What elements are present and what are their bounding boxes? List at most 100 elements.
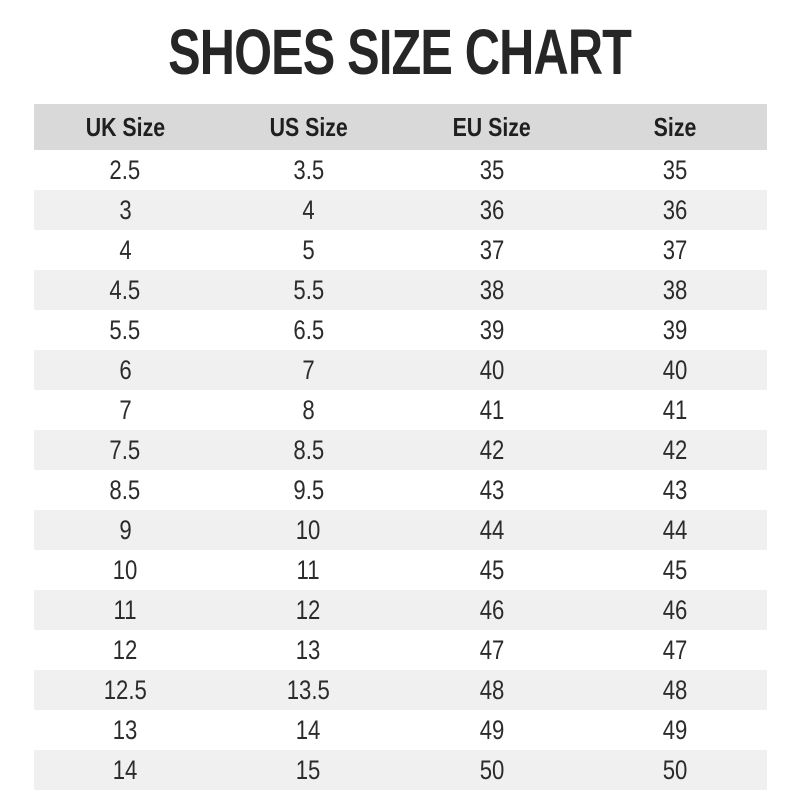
cell-size: 46 [583, 590, 766, 630]
cell-size: 43 [583, 470, 766, 510]
cell-size: 37 [583, 230, 766, 270]
cell-value: 39 [662, 314, 688, 345]
cell-value: 5.5 [109, 314, 141, 345]
header-label-us-size: US Size [269, 111, 348, 142]
cell-uk-size: 9 [34, 510, 217, 550]
cell-value: 4 [118, 234, 132, 265]
cell-uk-size: 2.5 [34, 150, 217, 190]
cell-uk-size: 13 [34, 710, 217, 750]
cell-value: 2.5 [109, 154, 141, 185]
cell-value: 8.5 [109, 474, 141, 505]
table-row: 2.5 3.5 35 35 [33, 150, 767, 190]
cell-size: 39 [583, 310, 766, 350]
cell-us-size: 5 [217, 230, 400, 270]
table-row: 12.5 13.5 48 48 [33, 670, 767, 710]
page-title: SHOES SIZE CHART [168, 16, 633, 88]
table-body: 2.5 3.5 35 35 3 4 36 36 4 5 37 37 4.5 5.5 38 38 5.5 6.5 39… [33, 150, 767, 790]
cell-us-size: 8 [217, 390, 400, 430]
cell-value: 13.5 [286, 674, 330, 705]
cell-value: 50 [479, 754, 504, 785]
cell-size: 44 [583, 510, 766, 550]
cell-value: 45 [479, 554, 504, 585]
cell-value: 46 [662, 594, 688, 625]
table-row: 5.5 6.5 39 39 [33, 310, 767, 350]
cell-value: 6 [118, 354, 132, 385]
table-header-row: UK Size US Size EU Size Size [33, 104, 767, 150]
cell-eu-size: 42 [400, 430, 583, 470]
cell-eu-size: 50 [400, 750, 583, 790]
cell-size: 47 [583, 630, 766, 670]
cell-eu-size: 35 [400, 150, 583, 190]
header-cell-eu-size: EU Size [400, 104, 583, 150]
cell-eu-size: 48 [400, 670, 583, 710]
cell-value: 36 [662, 194, 688, 225]
cell-size: 40 [583, 350, 766, 390]
cell-uk-size: 12.5 [34, 670, 217, 710]
cell-size: 48 [583, 670, 766, 710]
cell-eu-size: 40 [400, 350, 583, 390]
cell-value: 14 [112, 754, 138, 785]
cell-value: 47 [662, 634, 688, 665]
cell-uk-size: 4.5 [34, 270, 217, 310]
table-row: 12 13 47 47 [33, 630, 767, 670]
cell-value: 8 [302, 394, 315, 425]
cell-uk-size: 7.5 [34, 430, 217, 470]
table-row: 4 5 37 37 [33, 230, 767, 270]
cell-uk-size: 5.5 [34, 310, 217, 350]
cell-value: 38 [479, 274, 504, 305]
cell-eu-size: 39 [400, 310, 583, 350]
cell-size: 49 [583, 710, 766, 750]
cell-value: 12.5 [103, 674, 147, 705]
table-row: 7 8 41 41 [33, 390, 767, 430]
table-row: 11 12 46 46 [33, 590, 767, 630]
cell-value: 9 [118, 514, 132, 545]
cell-value: 36 [479, 194, 504, 225]
cell-value: 38 [662, 274, 688, 305]
cell-value: 43 [479, 474, 504, 505]
cell-us-size: 3.5 [217, 150, 400, 190]
cell-value: 50 [662, 754, 688, 785]
cell-value: 45 [662, 554, 688, 585]
header-label-size: Size [653, 111, 697, 142]
cell-value: 48 [479, 674, 504, 705]
cell-value: 13 [296, 634, 321, 665]
cell-value: 15 [296, 754, 321, 785]
cell-eu-size: 47 [400, 630, 583, 670]
table-row: 4.5 5.5 38 38 [33, 270, 767, 310]
cell-uk-size: 6 [34, 350, 217, 390]
cell-value: 40 [662, 354, 688, 385]
cell-value: 3.5 [292, 154, 324, 185]
cell-value: 3 [118, 194, 132, 225]
cell-value: 44 [479, 514, 504, 545]
cell-eu-size: 41 [400, 390, 583, 430]
cell-value: 41 [479, 394, 504, 425]
cell-value: 39 [479, 314, 504, 345]
table-header: UK Size US Size EU Size Size [33, 104, 767, 150]
cell-value: 10 [112, 554, 138, 585]
cell-value: 44 [662, 514, 688, 545]
header-cell-uk-size: UK Size [34, 104, 217, 150]
header-label-uk-size: UK Size [85, 111, 165, 142]
cell-eu-size: 46 [400, 590, 583, 630]
header-label-eu-size: EU Size [452, 111, 531, 142]
cell-value: 5 [302, 234, 315, 265]
cell-size: 35 [583, 150, 766, 190]
cell-uk-size: 10 [34, 550, 217, 590]
cell-us-size: 11 [217, 550, 400, 590]
cell-value: 6.5 [292, 314, 324, 345]
cell-value: 47 [479, 634, 504, 665]
cell-value: 12 [112, 634, 138, 665]
cell-value: 42 [479, 434, 504, 465]
cell-uk-size: 14 [34, 750, 217, 790]
cell-us-size: 14 [217, 710, 400, 750]
size-conversion-table: UK Size US Size EU Size Size 2.5 3.5 35 35 3 4 36… [33, 104, 767, 790]
cell-value: 46 [479, 594, 504, 625]
cell-value: 5.5 [292, 274, 324, 305]
cell-uk-size: 7 [34, 390, 217, 430]
cell-size: 38 [583, 270, 766, 310]
cell-value: 7.5 [109, 434, 141, 465]
cell-us-size: 9.5 [217, 470, 400, 510]
cell-value: 4.5 [109, 274, 141, 305]
cell-value: 12 [296, 594, 321, 625]
cell-value: 10 [296, 514, 321, 545]
